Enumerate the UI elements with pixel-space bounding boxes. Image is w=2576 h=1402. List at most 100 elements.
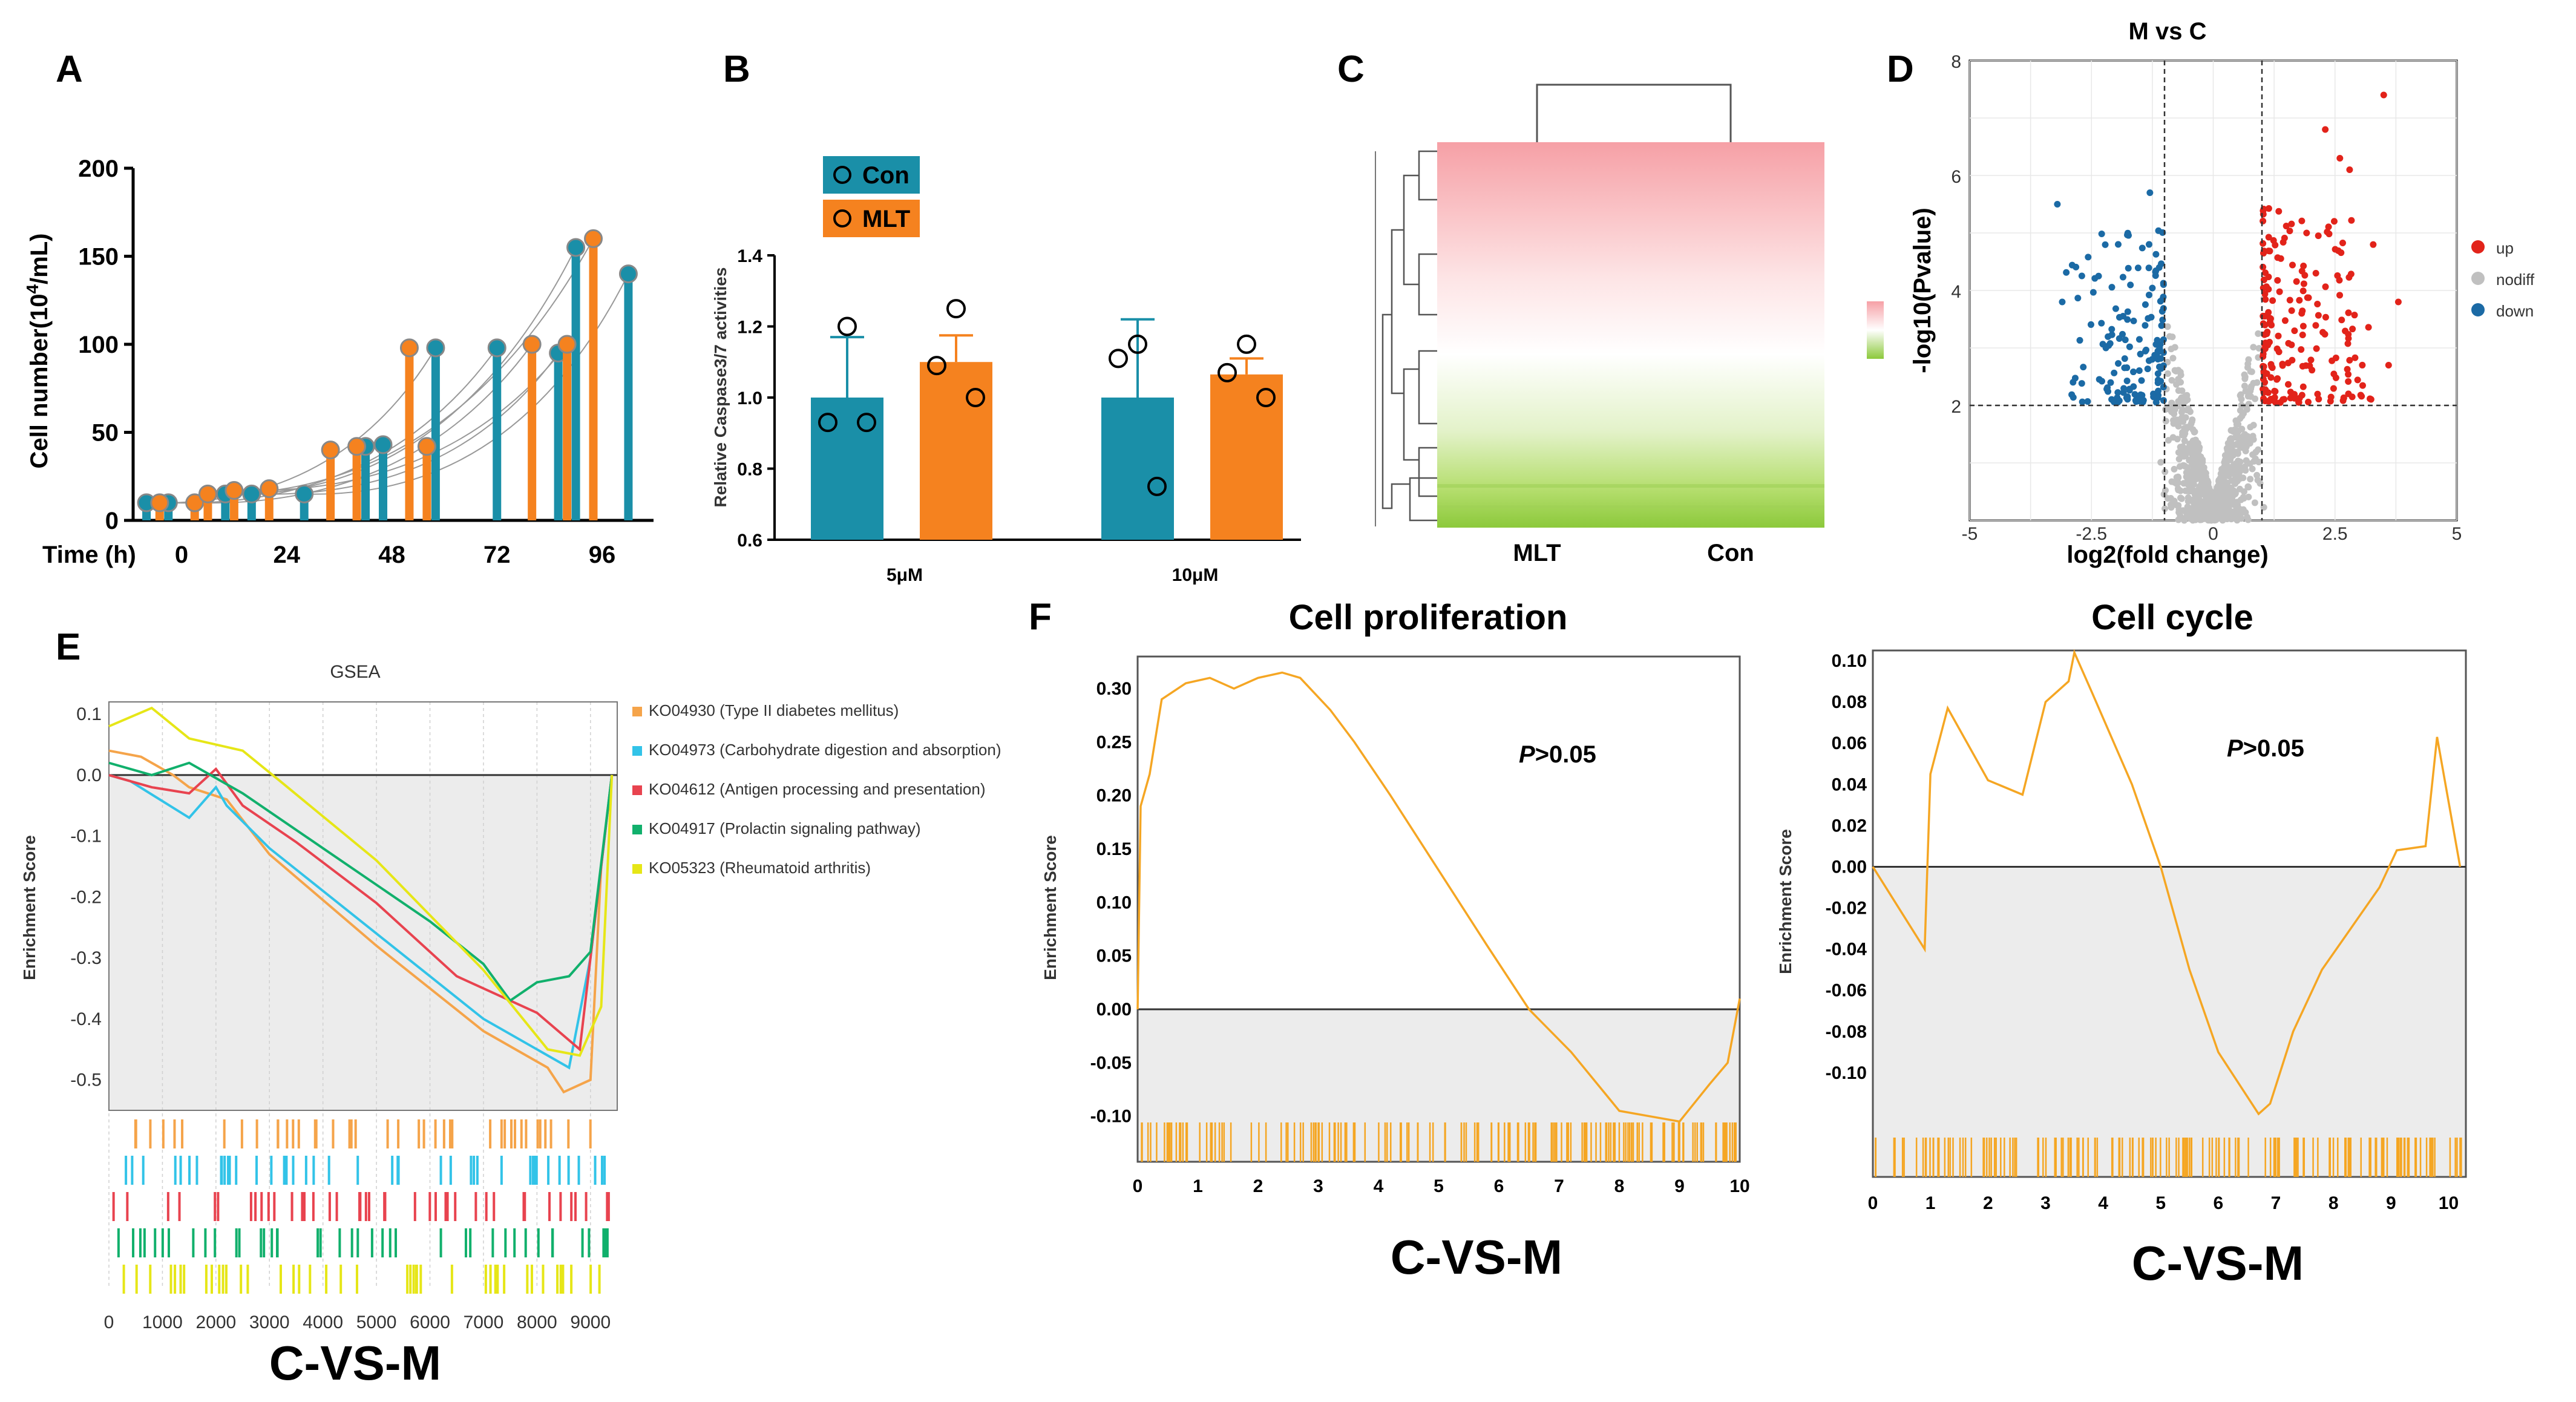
panel-d-point-nodiff [2175, 376, 2182, 383]
panel-d-point-down [2123, 364, 2131, 372]
heatmap-matrix [1437, 142, 1824, 528]
panel-label-c: C [1337, 48, 1365, 90]
panel-d-point-nodiff [2245, 483, 2252, 491]
panel-d-point-down [2080, 364, 2087, 371]
panel-d-point-down [2152, 272, 2159, 280]
panel-e-legend-swatch [632, 864, 642, 874]
panel-d-point-nodiff [2157, 459, 2165, 466]
panel-d-point-nodiff [2255, 330, 2262, 337]
panel-d-point-up [2338, 316, 2345, 324]
panel-f-cell-cycle: Cell cycle Enrichment Score P>0.05 C-VS-… [1776, 598, 2467, 1290]
panel-d-point-up [2270, 237, 2277, 244]
gsea-ytick-label: -0.08 [1826, 1022, 1867, 1042]
panel-d-point-nodiff [2175, 367, 2182, 374]
panel-d-point-up [2334, 272, 2341, 279]
panel-d-ytick-label: 6 [1951, 167, 1961, 187]
panel-d-point-down [2111, 398, 2118, 405]
panel-a-xtick-label: 0 [175, 542, 188, 568]
legend-con-marker [833, 166, 851, 184]
panel-d-point-up [2330, 218, 2338, 225]
panel-d-point-up [2272, 388, 2279, 395]
panel-a-xtick-label: 96 [589, 542, 616, 568]
panel-d-point-nodiff [2191, 428, 2198, 436]
panel-d-point-up [2273, 376, 2281, 383]
panel-d-point-up [2289, 261, 2296, 269]
panel-d-point-up [2345, 274, 2353, 281]
panel-d-point-nodiff [2222, 468, 2229, 475]
panel-d-point-nodiff [2190, 481, 2197, 488]
panel-a-lollipop-head [557, 335, 577, 354]
panel-f2-xlabel: C-VS-M [2132, 1236, 2304, 1290]
panel-d-point-down [2146, 189, 2154, 196]
gsea-xtick-label: 0 [1868, 1193, 1878, 1213]
panel-d-point-down [2152, 399, 2160, 406]
panel-d-point-down [2145, 241, 2152, 248]
panel-d-point-nodiff [2184, 477, 2191, 484]
gsea-ytick-label: 0.05 [1096, 946, 1132, 966]
panel-d-point-nodiff [2228, 465, 2235, 473]
panel-d-point-nodiff [2195, 450, 2202, 457]
panel-b-xtick-label: 10μM [1172, 565, 1219, 585]
gsea-ytick-label: -0.06 [1826, 981, 1867, 1001]
gsea-ytick-label: -0.02 [1826, 899, 1867, 919]
panel-d-point-up [2298, 310, 2306, 317]
panel-d-point-up [2315, 312, 2322, 319]
legend-down-label: down [2496, 302, 2534, 320]
panel-d-point-down [2155, 387, 2162, 395]
panel-d-point-down [2140, 397, 2147, 404]
panel-d-point-up [2262, 269, 2269, 277]
panel-a-xlabel: Time (h) [42, 542, 136, 568]
panel-d-point-up [2367, 395, 2374, 402]
panel-d-ytick-label: 4 [1951, 282, 1961, 302]
panel-e-xlabel: C-VS-M [269, 1336, 441, 1390]
gsea-ytick-label: 0.00 [1096, 1000, 1132, 1020]
panel-d-point-nodiff [2206, 496, 2213, 503]
panel-d-point-down [2145, 315, 2152, 322]
panel-d-point-nodiff [2194, 490, 2201, 497]
panel-d-point-nodiff [2186, 447, 2194, 454]
panel-d-point-down [2079, 398, 2086, 405]
panel-b-datapoint [1109, 349, 1128, 369]
panel-d-point-up [2313, 345, 2320, 352]
panel-d-point-up [2298, 346, 2305, 353]
panel-d-point-down [2089, 289, 2097, 296]
panel-a-lollipop-head [426, 338, 445, 358]
panel-d-ylabel: -log10(Pvalue) [1909, 208, 1936, 373]
panel-d-point-nodiff [2180, 430, 2188, 437]
panel-d-point-down [2150, 393, 2157, 401]
panel-a-connector [225, 247, 577, 495]
panel-d-point-down [2155, 379, 2162, 386]
panel-d-point-down [2107, 379, 2114, 386]
panel-d-point-down [2145, 264, 2152, 272]
panel-d-point-down [2142, 322, 2149, 329]
panel-d-point-up [2359, 361, 2366, 369]
panel-b-ytick-label: 0.8 [737, 460, 762, 480]
panel-d-point-nodiff [2241, 373, 2249, 381]
gsea-ytick-label: 0.04 [1832, 775, 1867, 794]
panel-a-lollipop-head [566, 238, 586, 257]
panel-d-point-down [2134, 264, 2142, 272]
panel-d-point-up [2346, 356, 2353, 364]
panel-d-point-nodiff [2198, 479, 2206, 486]
panel-e-xtick-label: 6000 [410, 1312, 450, 1332]
panel-b-datapoint [946, 299, 966, 319]
panel-d-point-nodiff [2219, 506, 2226, 514]
panel-d-point-up [2261, 290, 2269, 298]
panel-b-datapoint [1237, 334, 1256, 354]
panel-d-point-down [2124, 231, 2131, 238]
panel-a-lollipop-head [373, 435, 393, 454]
panel-e-xtick-label: 9000 [570, 1312, 611, 1332]
panel-d-point-down [2105, 388, 2112, 395]
gsea-xtick-label: 2 [1253, 1176, 1263, 1196]
gsea-xtick-label: 7 [1554, 1176, 1564, 1196]
panel-b-datapoint [966, 388, 985, 407]
panel-d-point-nodiff [2221, 463, 2229, 470]
panel-d-point-nodiff [2227, 444, 2235, 451]
panel-d-xtick-label: 5 [2452, 524, 2462, 544]
panel-a-ylabel: Cell number(104/mL) [23, 234, 53, 469]
panel-d-point-nodiff [2164, 323, 2171, 330]
gsea-ytick-label: 0.06 [1832, 733, 1867, 753]
panel-d-point-down [2068, 261, 2076, 269]
panel-f2-ylabel: Enrichment Score [1776, 829, 1795, 974]
gsea-xtick-label: 10 [1729, 1176, 1749, 1196]
